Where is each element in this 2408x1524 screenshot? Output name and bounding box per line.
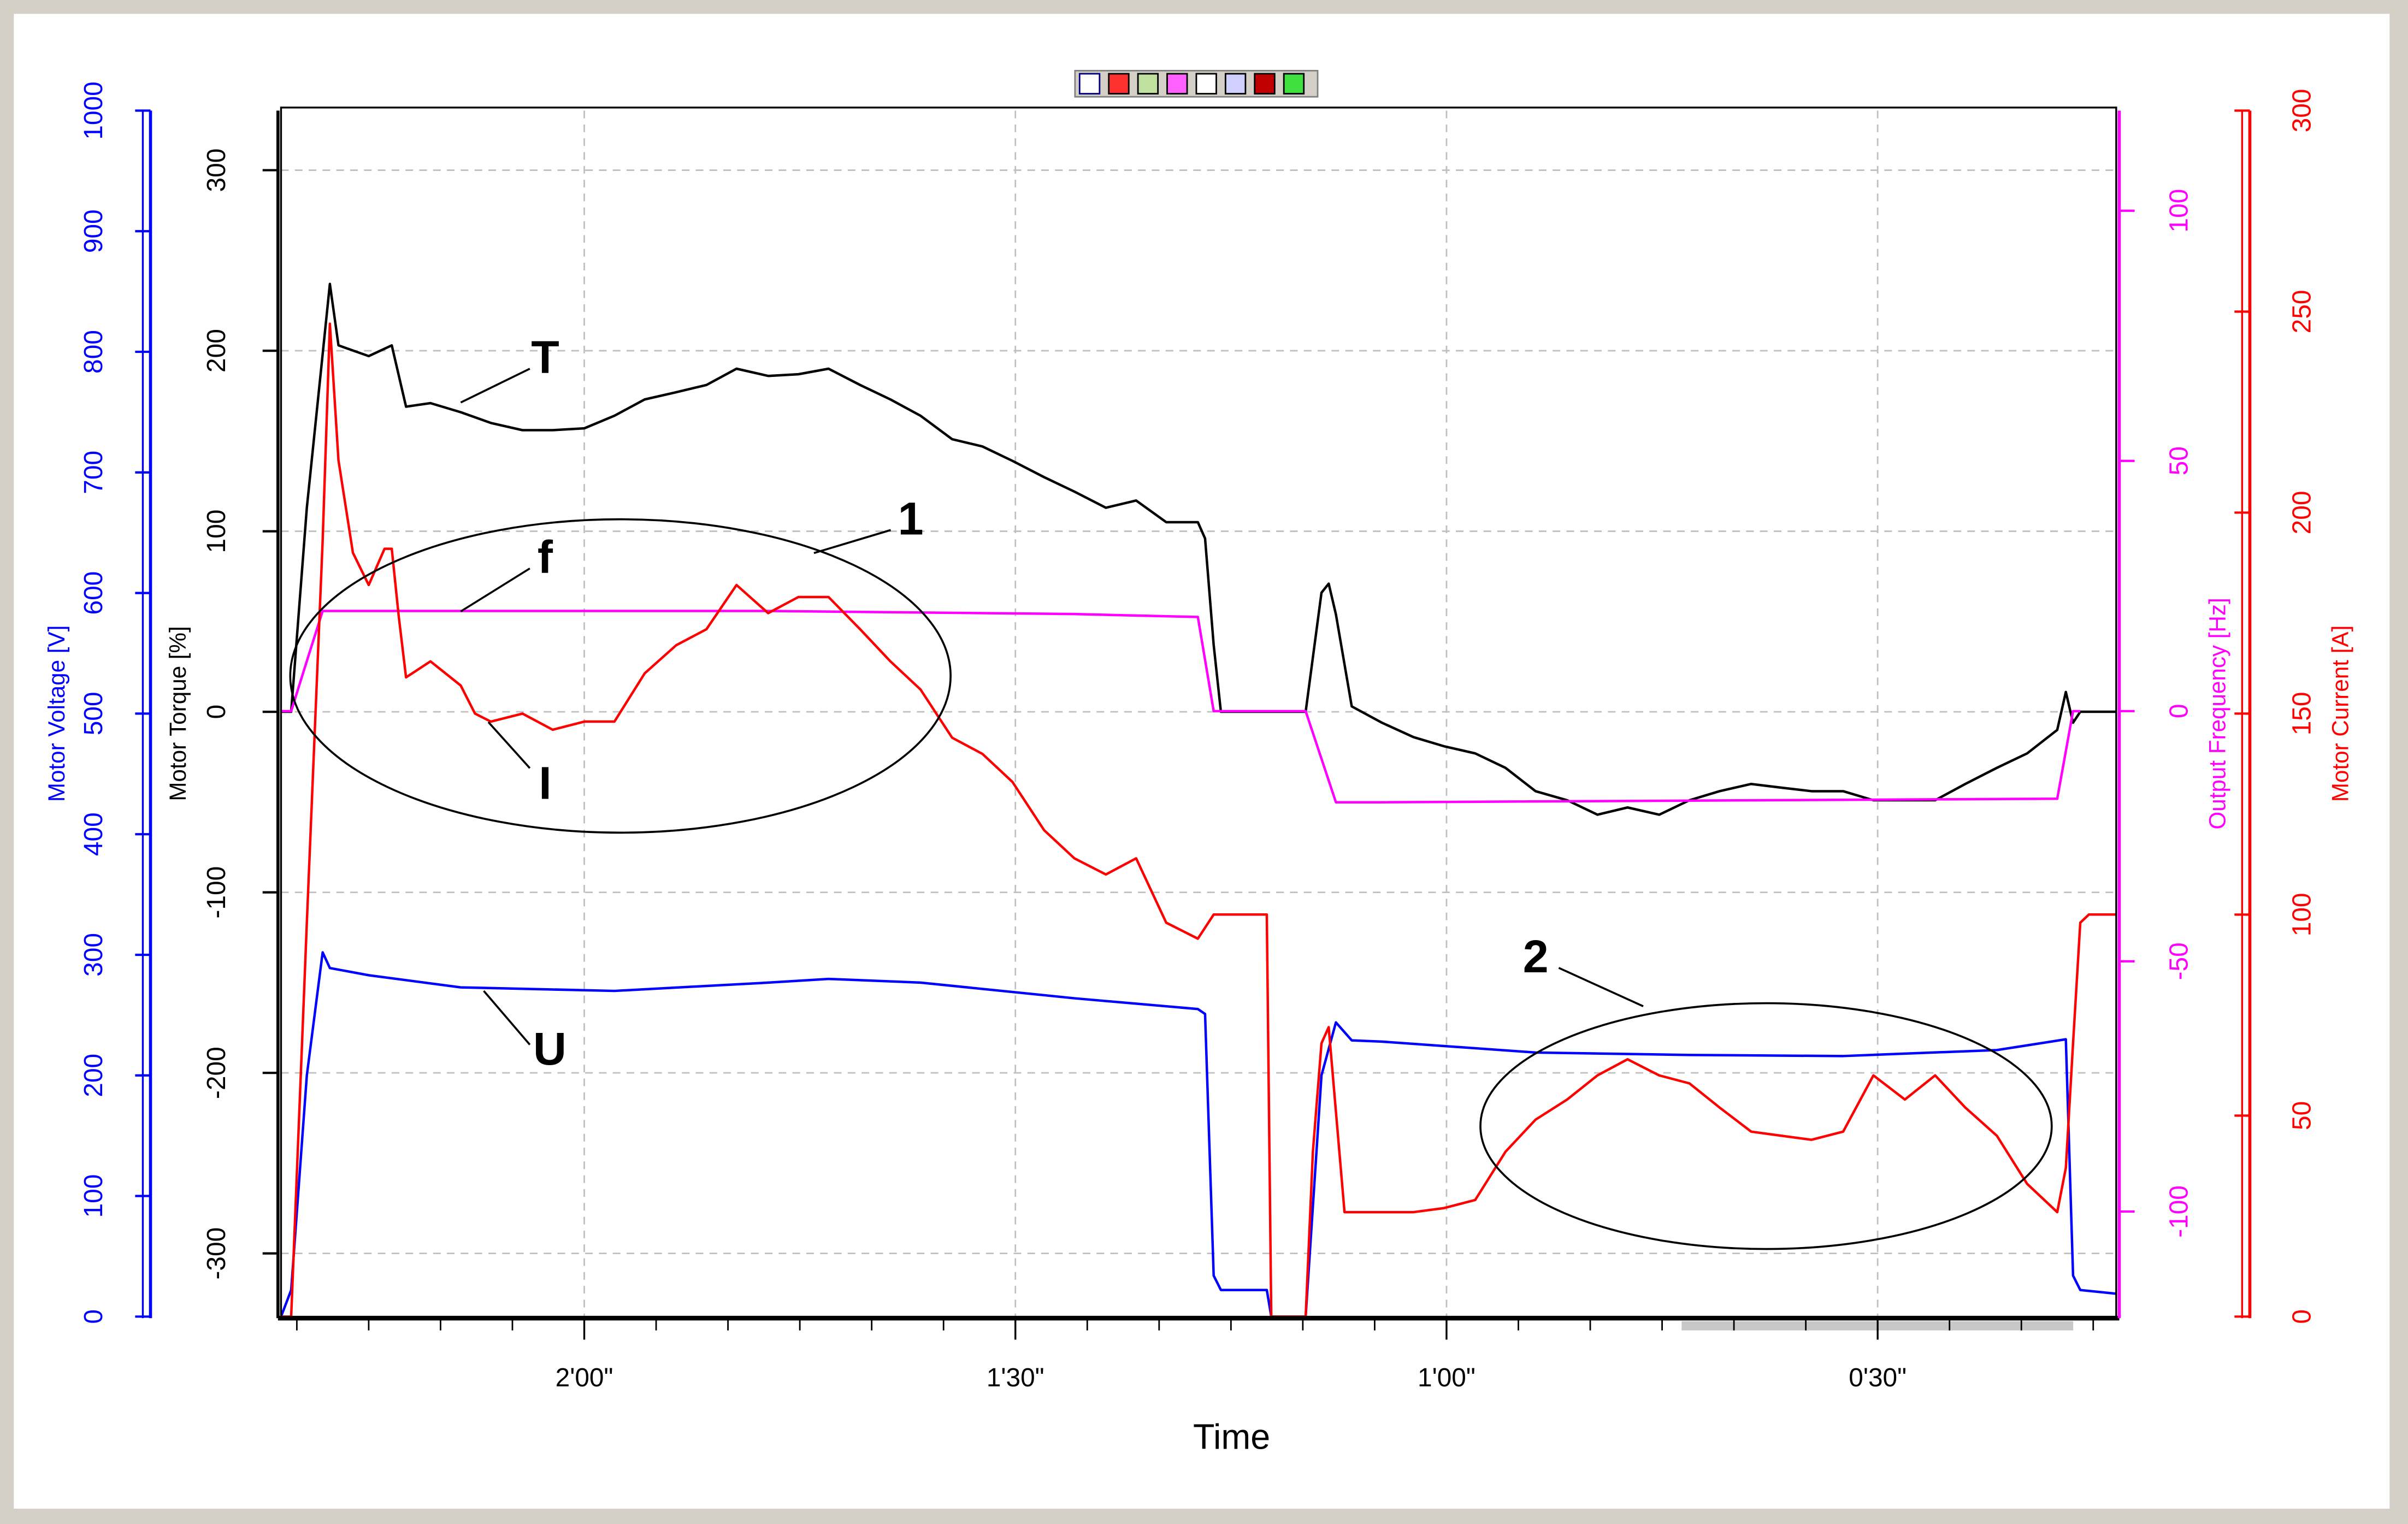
series-annotation: I — [539, 757, 551, 808]
y-tick-label: 100 — [2287, 893, 2316, 936]
y-axis-title: Motor Torque [%] — [165, 626, 191, 801]
series-line — [281, 282, 2116, 816]
series-line — [281, 610, 2081, 804]
y-tick-label: 200 — [2287, 491, 2316, 535]
series-annotation: f — [538, 531, 553, 583]
y-tick-label: 150 — [2287, 692, 2316, 736]
y-tick-label: 100 — [79, 1174, 108, 1218]
x-tick-label: 1'00" — [1418, 1363, 1476, 1392]
highlight-ellipse — [289, 518, 952, 834]
y-tick-label: 800 — [79, 330, 108, 374]
tool-icon[interactable] — [1108, 73, 1130, 94]
group-annotation: 2 — [1523, 931, 1549, 982]
y-tick-label: 500 — [79, 692, 108, 736]
plot-lines — [281, 282, 2116, 1318]
y-tick-label: 250 — [2287, 290, 2316, 334]
tool-icon[interactable] — [1078, 73, 1101, 94]
y-axis-title: Motor Current [A] — [2327, 625, 2353, 802]
y-tick-label: 200 — [79, 1054, 108, 1097]
y-tick-label: 600 — [79, 571, 108, 615]
y-tick-label: 200 — [202, 329, 231, 373]
leader-line — [460, 368, 530, 404]
y-tick-label: 0 — [2287, 1309, 2316, 1324]
chart-panel — [14, 14, 2390, 1509]
leader-line — [460, 568, 530, 612]
tool-icon[interactable] — [1254, 73, 1276, 94]
y-axis-title: Motor Voltage [V] — [44, 625, 69, 802]
y-tick-label: 50 — [2165, 446, 2194, 475]
y-tick-label: 300 — [202, 149, 231, 192]
y-tick-label: 100 — [202, 510, 231, 553]
x-axis-title: Time — [1193, 1416, 1270, 1456]
grid — [281, 110, 2116, 1317]
y-tick-label: 900 — [79, 209, 108, 253]
leader-line — [487, 721, 531, 769]
y-tick-label: 0 — [2165, 704, 2194, 719]
y-tick-label: -100 — [2165, 1185, 2194, 1238]
y-tick-label: 400 — [79, 812, 108, 856]
y-tick-label: -50 — [2165, 942, 2194, 980]
toolbar — [1074, 69, 1319, 98]
y-tick-label: 50 — [2287, 1101, 2316, 1130]
tool-icon[interactable] — [1166, 73, 1188, 94]
series-line — [281, 951, 2116, 1318]
tool-icon[interactable] — [1195, 73, 1217, 94]
tool-icon[interactable] — [1283, 73, 1305, 94]
series-line — [281, 322, 2116, 1318]
y-tick-label: 700 — [79, 451, 108, 494]
leader-line — [813, 529, 892, 554]
series-annotation: T — [531, 332, 559, 383]
group-annotation: 1 — [898, 493, 924, 545]
leader-line — [1558, 967, 1644, 1007]
leader-line — [483, 990, 531, 1045]
annotation-shapes — [289, 368, 2053, 1250]
y-tick-label: 100 — [2165, 189, 2194, 233]
x-tick-label: 0'30" — [1849, 1363, 1907, 1392]
x-tick-label: 2'00" — [556, 1363, 613, 1392]
tool-icon[interactable] — [1137, 73, 1159, 94]
series-annotation: U — [533, 1023, 566, 1074]
y-tick-label: 300 — [79, 933, 108, 977]
y-tick-label: 0 — [79, 1309, 108, 1324]
y-tick-label: 1000 — [79, 81, 108, 139]
x-tick-label: 1'30" — [987, 1363, 1044, 1392]
y-tick-label: 0 — [202, 705, 231, 719]
tool-icon[interactable] — [1224, 73, 1247, 94]
highlight-ellipse — [1479, 1002, 2053, 1250]
y-tick-label: 300 — [2287, 89, 2316, 133]
y-tick-label: -200 — [202, 1047, 231, 1099]
y-axis-title: Output Frequency [Hz] — [2204, 598, 2230, 829]
y-tick-label: -100 — [202, 866, 231, 919]
y-tick-label: -300 — [202, 1227, 231, 1280]
